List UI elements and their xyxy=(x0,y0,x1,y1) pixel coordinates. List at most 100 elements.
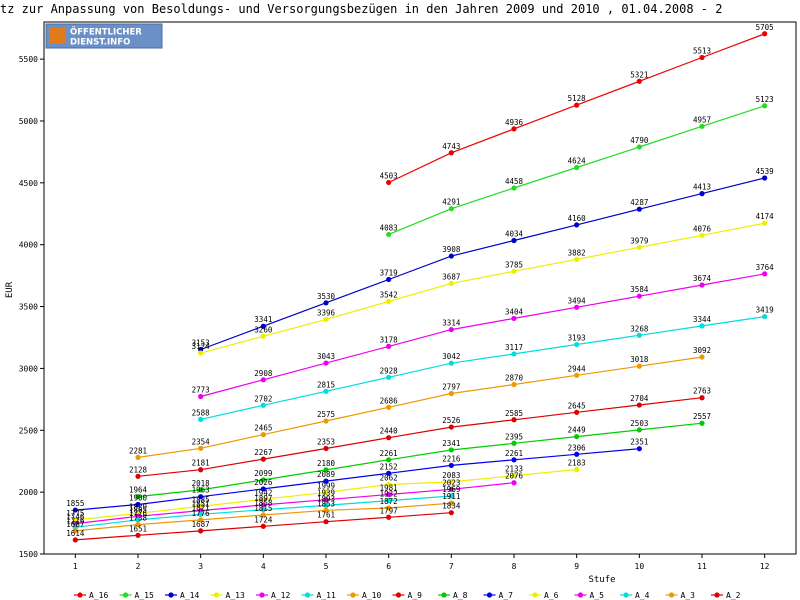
data-label: 1932 xyxy=(380,490,398,499)
y-tick-label: 3000 xyxy=(19,364,38,373)
y-tick-label: 2500 xyxy=(19,426,38,435)
legend-swatch-point xyxy=(668,592,675,598)
data-point xyxy=(386,514,392,520)
data-label: 3153 xyxy=(192,338,210,347)
series-line xyxy=(75,448,640,511)
x-axis: 1 2 3 4 5 6 7 8 9 10 11 12 xyxy=(73,554,770,571)
data-label: 2128 xyxy=(129,465,148,474)
legend-item: A_9 xyxy=(392,591,422,600)
data-label: 3396 xyxy=(317,308,336,317)
legend-item: A_12 xyxy=(256,591,290,600)
legend-item: A_7 xyxy=(483,591,513,600)
y-tick-label: 1500 xyxy=(19,550,38,559)
data-label: 3785 xyxy=(505,260,523,269)
data-point xyxy=(448,280,454,287)
data-point xyxy=(699,420,705,426)
series-layer: 4503 4743 4936 5128 5321 5513 5705 4083 4291 4458… xyxy=(66,23,774,543)
data-label: 2908 xyxy=(254,369,273,378)
data-label: 1851 xyxy=(192,500,210,509)
series-a-16: 4503 4743 4936 5128 5321 5513 5705 xyxy=(380,23,774,186)
data-point xyxy=(511,381,517,388)
data-label: 2773 xyxy=(192,386,210,395)
data-label: 1776 xyxy=(129,509,148,518)
data-point xyxy=(762,271,768,277)
data-point xyxy=(386,457,392,463)
series-a-6: 1775 1829 1885 1942 1999 2062 2083 2133 2183 xyxy=(66,458,586,523)
data-label: 2702 xyxy=(254,394,272,403)
data-point xyxy=(448,493,454,499)
data-point xyxy=(511,268,517,274)
data-label: 1815 xyxy=(254,504,272,513)
data-point xyxy=(386,491,392,498)
x-tick-label: 10 xyxy=(635,562,645,571)
data-point xyxy=(135,521,141,528)
data-label: 3687 xyxy=(442,272,460,281)
legend-swatch-point xyxy=(259,592,265,598)
legend-label: A_4 xyxy=(635,591,650,600)
data-label: 1963 xyxy=(192,486,210,495)
data-label: 4287 xyxy=(630,198,648,207)
data-label: 4957 xyxy=(693,115,711,124)
data-label: 2306 xyxy=(568,443,587,452)
legend-swatch-point xyxy=(304,592,311,598)
data-label: 4083 xyxy=(380,223,398,232)
data-point xyxy=(323,507,329,513)
series-a-14: 3153 3341 3530 3719 3908 4034 4160 4287 4413 4539 xyxy=(192,167,774,353)
legend-item: A_6 xyxy=(529,591,559,600)
legend-label: A_5 xyxy=(590,591,605,600)
series-a-2: 1614 1651 1687 1724 1761 1797 1834 xyxy=(66,502,461,543)
data-point xyxy=(574,164,580,171)
data-point xyxy=(699,354,705,360)
data-label: 3979 xyxy=(630,236,648,245)
data-label: 2099 xyxy=(254,469,272,478)
data-point xyxy=(72,520,78,527)
data-label: 1687 xyxy=(66,520,84,529)
data-label: 2026 xyxy=(254,478,273,487)
x-tick-label: 7 xyxy=(449,562,454,571)
y-tick-label: 5500 xyxy=(19,55,38,64)
data-label: 2944 xyxy=(568,364,587,373)
legend-item: A_5 xyxy=(574,591,605,600)
data-label: 1746 xyxy=(66,513,85,522)
data-label: 4743 xyxy=(442,142,460,151)
data-point xyxy=(260,402,266,408)
data-point xyxy=(448,447,454,453)
data-point xyxy=(511,237,517,244)
data-label: 2704 xyxy=(630,394,649,403)
data-point xyxy=(72,507,78,513)
data-label: 2018 xyxy=(192,479,211,488)
data-point xyxy=(511,126,517,132)
data-point xyxy=(323,360,329,366)
data-point xyxy=(511,473,517,479)
data-label: 3542 xyxy=(380,290,398,299)
data-label: 2180 xyxy=(317,459,336,468)
data-point xyxy=(72,517,78,523)
data-point xyxy=(699,282,705,288)
data-point xyxy=(260,496,266,502)
data-label: 1687 xyxy=(192,520,210,529)
data-label: 2503 xyxy=(630,419,648,428)
data-point xyxy=(574,466,580,473)
legend-item: A_11 xyxy=(301,591,336,600)
data-label: 1797 xyxy=(380,506,398,515)
legend-label: A_12 xyxy=(271,591,290,600)
data-point xyxy=(260,323,266,329)
plot-frame xyxy=(43,21,797,555)
series-a-8: 1964 2018 2099 2180 2261 2341 2395 2449 2503 2557 xyxy=(129,412,711,500)
data-label: 2526 xyxy=(442,416,461,425)
data-point xyxy=(386,505,392,511)
data-label: 2089 xyxy=(317,470,335,479)
data-point xyxy=(260,512,266,518)
data-point xyxy=(448,500,454,506)
legend-item: A_2 xyxy=(711,591,741,600)
data-label: 1834 xyxy=(442,502,461,511)
legend-item: A_8 xyxy=(438,591,468,600)
data-label: 2353 xyxy=(317,437,335,446)
data-label: 2686 xyxy=(380,396,399,405)
series-a-5: 1746 1805 1851 1897 1939 1981 2023 2076 xyxy=(66,472,524,527)
data-label: 5321 xyxy=(630,70,648,79)
data-point xyxy=(260,507,266,513)
x-tick-label: 11 xyxy=(697,562,707,571)
x-tick-label: 12 xyxy=(760,562,770,571)
